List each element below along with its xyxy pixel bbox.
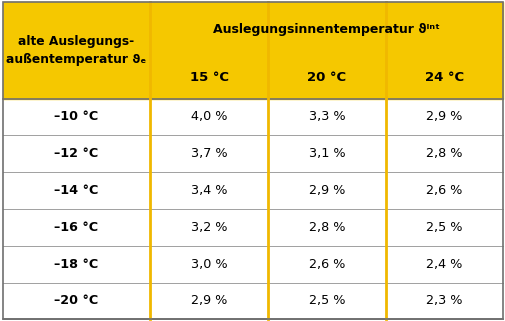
Text: –14 °C: –14 °C bbox=[54, 184, 98, 197]
Text: 2,8 %: 2,8 % bbox=[308, 221, 344, 234]
Text: 3,4 %: 3,4 % bbox=[190, 184, 227, 197]
Text: 24 °C: 24 °C bbox=[424, 71, 463, 84]
Bar bbox=[3, 2, 502, 57]
Text: 2,6 %: 2,6 % bbox=[426, 184, 462, 197]
Text: 15 °C: 15 °C bbox=[189, 71, 228, 84]
Text: 2,4 %: 2,4 % bbox=[426, 258, 462, 271]
Text: –18 °C: –18 °C bbox=[54, 258, 98, 271]
Text: 2,9 %: 2,9 % bbox=[308, 184, 344, 197]
Text: –12 °C: –12 °C bbox=[54, 147, 98, 160]
Text: 3,3 %: 3,3 % bbox=[308, 110, 344, 124]
Bar bbox=[150, 57, 502, 99]
Text: 3,0 %: 3,0 % bbox=[190, 258, 227, 271]
Text: –16 °C: –16 °C bbox=[54, 221, 98, 234]
Text: 2,9 %: 2,9 % bbox=[190, 294, 227, 308]
Text: 3,7 %: 3,7 % bbox=[190, 147, 227, 160]
Text: 2,5 %: 2,5 % bbox=[426, 221, 462, 234]
Text: 3,1 %: 3,1 % bbox=[308, 147, 344, 160]
Text: 3,2 %: 3,2 % bbox=[190, 221, 227, 234]
Text: –20 °C: –20 °C bbox=[54, 294, 98, 308]
Text: Auslegungsinnentemperatur ϑᴵⁿᵗ: Auslegungsinnentemperatur ϑᴵⁿᵗ bbox=[213, 23, 439, 36]
Text: 2,3 %: 2,3 % bbox=[426, 294, 462, 308]
Text: –10 °C: –10 °C bbox=[54, 110, 98, 124]
Text: 2,6 %: 2,6 % bbox=[308, 258, 344, 271]
Text: 2,5 %: 2,5 % bbox=[308, 294, 344, 308]
Text: 4,0 %: 4,0 % bbox=[190, 110, 227, 124]
Text: 20 °C: 20 °C bbox=[307, 71, 346, 84]
Text: 2,8 %: 2,8 % bbox=[426, 147, 462, 160]
Text: 2,9 %: 2,9 % bbox=[426, 110, 462, 124]
Bar bbox=[3, 57, 150, 99]
Text: alte Auslegungs-
außentemperatur ϑₑ: alte Auslegungs- außentemperatur ϑₑ bbox=[6, 35, 146, 65]
